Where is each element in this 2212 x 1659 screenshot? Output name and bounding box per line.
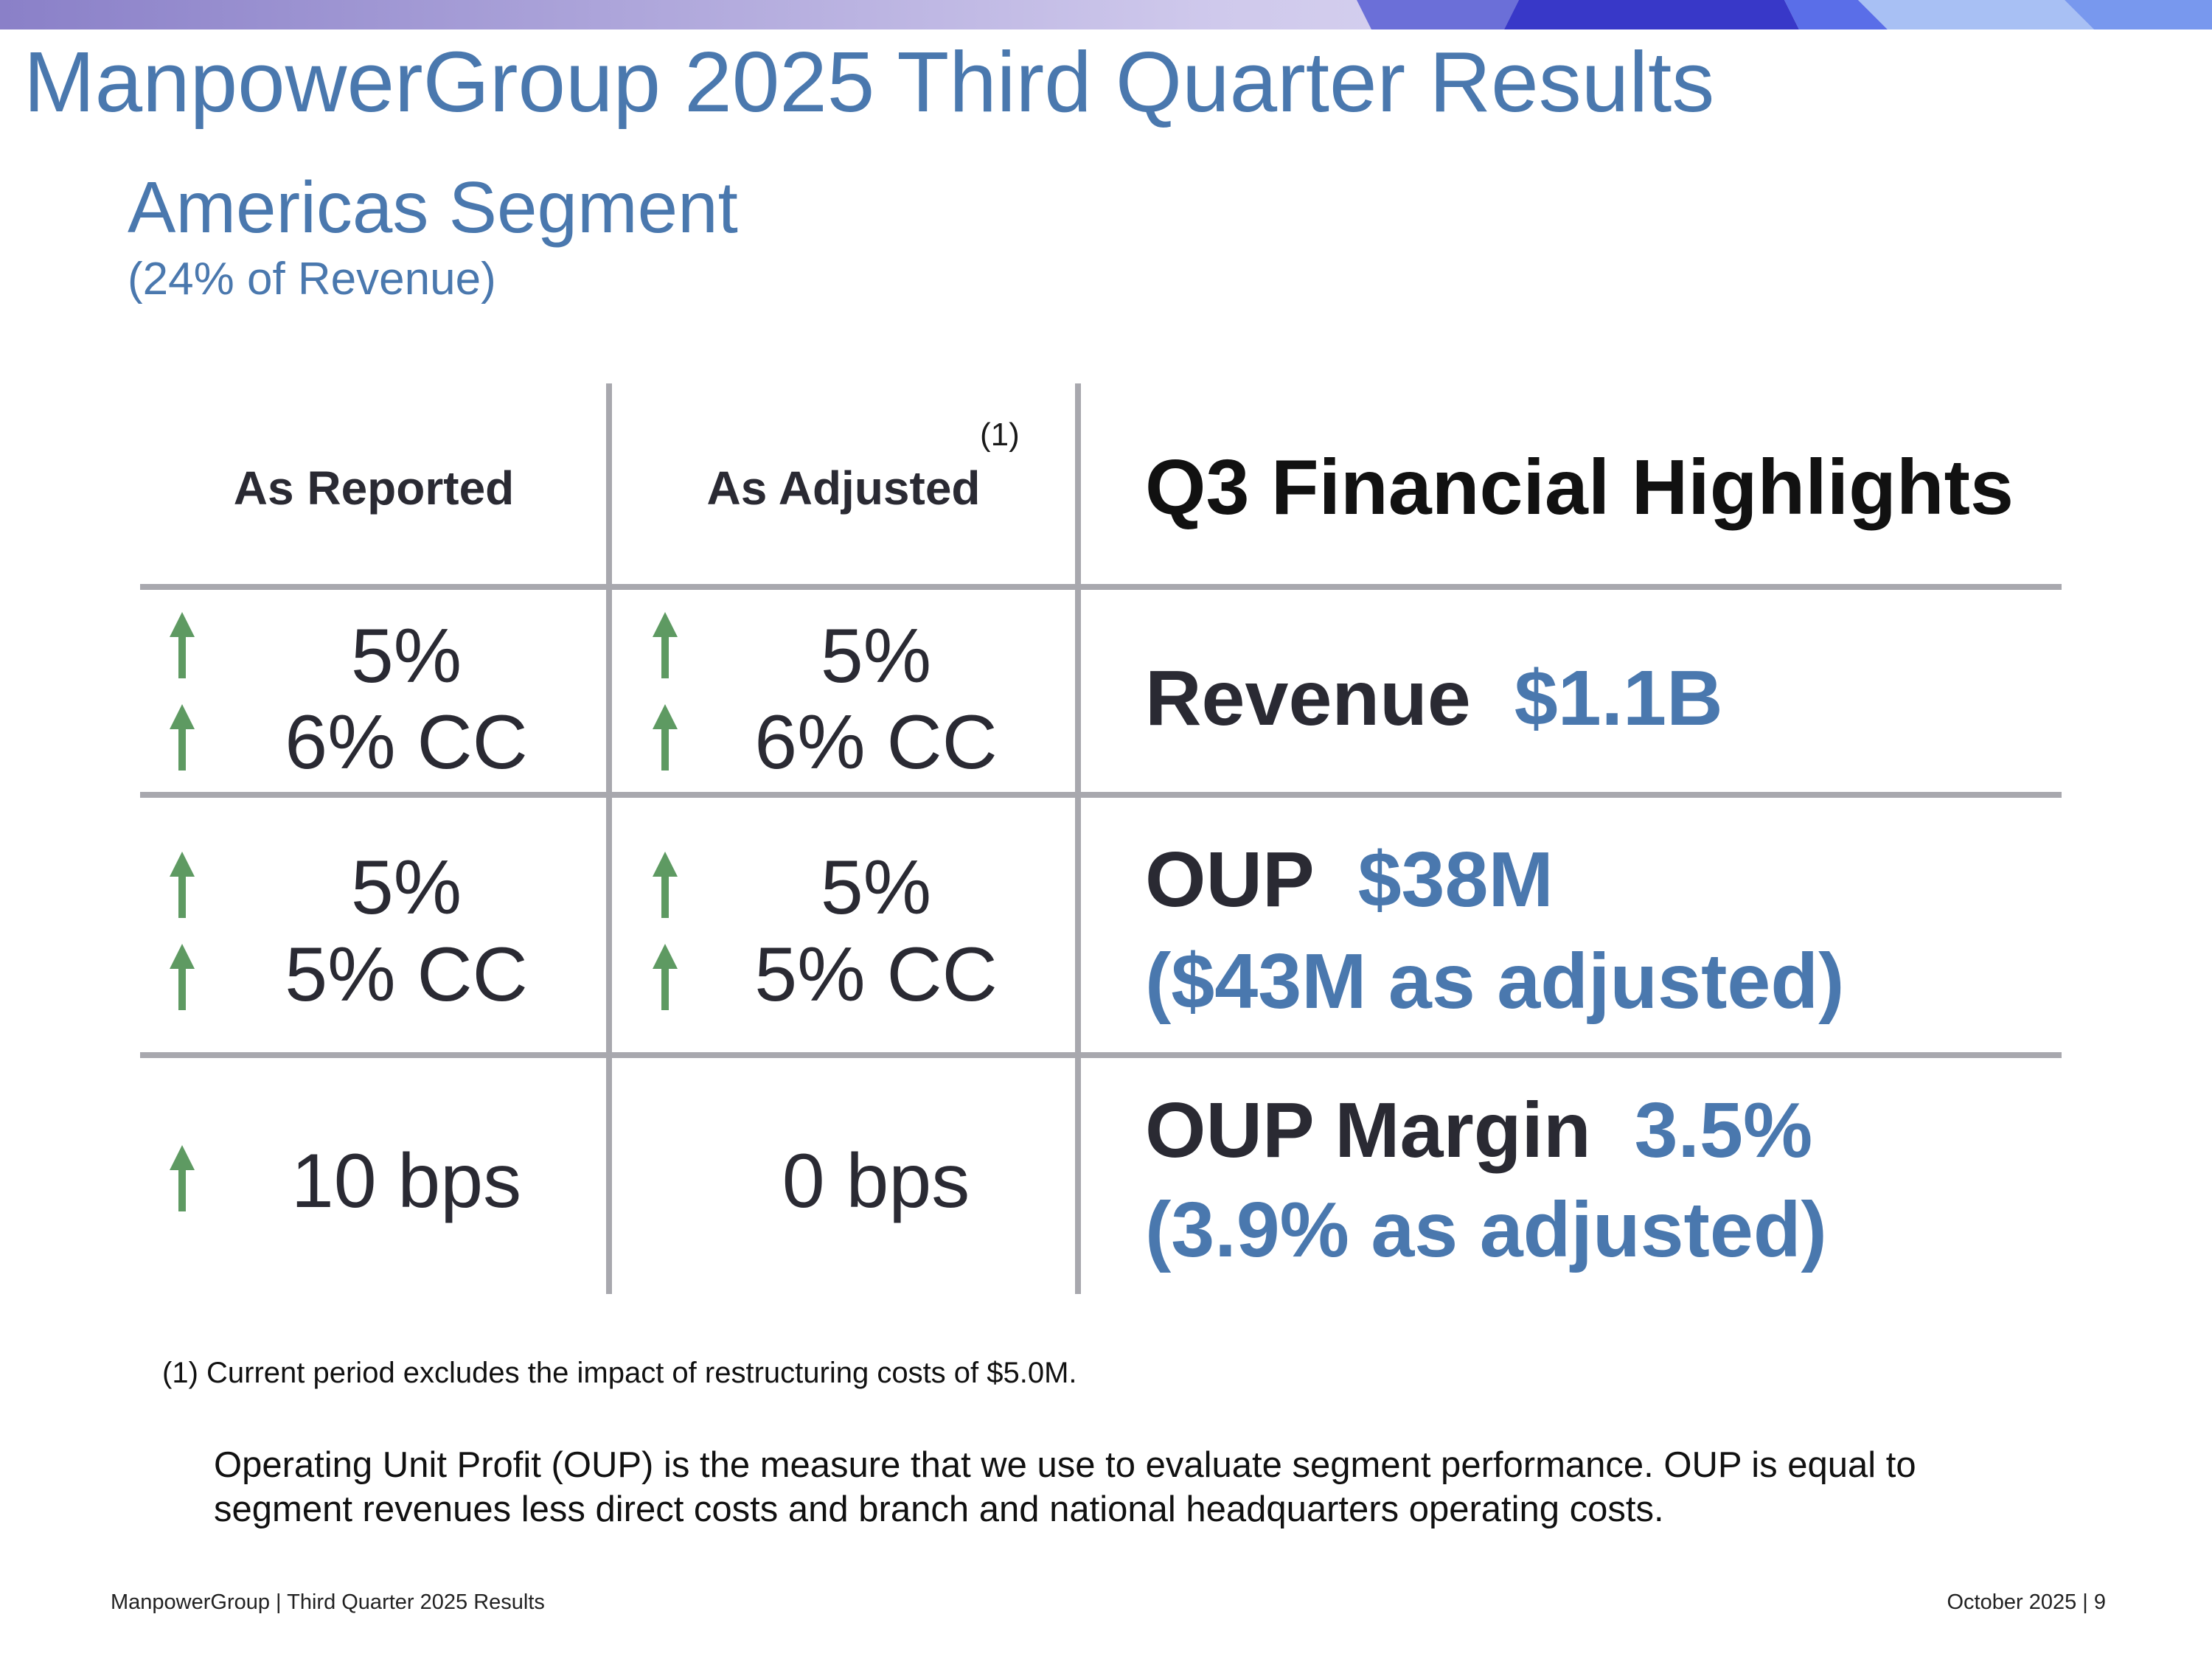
reported-value: 10 bps (291, 1138, 522, 1224)
adjusted-value: 0 bps (782, 1138, 970, 1224)
adjusted-value: 5% (820, 845, 932, 931)
segment-subtitle: (24% of Revenue) (128, 254, 496, 305)
arrow-up-icon (170, 1145, 195, 1211)
reported-value: 5% (350, 845, 462, 931)
arrow-up-icon (170, 944, 195, 1010)
arrow-up-icon (170, 612, 195, 678)
arrow-up-icon (653, 944, 678, 1010)
highlights-header: Q3 Financial Highlights (1145, 444, 2014, 531)
arrow-up-icon (653, 704, 678, 771)
row-divider (140, 584, 2062, 590)
highlight-oup-margin: OUP Margin 3.5% (1145, 1091, 1812, 1169)
highlight-adjusted-note: ($43M as adjusted) (1145, 938, 1845, 1025)
adjusted-value: 5% (820, 613, 932, 699)
column-header-as-reported: As Reported (233, 462, 515, 515)
footer-left: ManpowerGroup | Third Quarter 2025 Resul… (111, 1590, 545, 1614)
highlight-value: 3.5% (1634, 1087, 1813, 1174)
arrow-up-icon (653, 852, 678, 918)
reported-value-cc: 6% CC (285, 700, 528, 785)
highlight-value: $38M (1357, 836, 1554, 923)
arrow-up-icon (170, 704, 195, 771)
highlight-oup: OUP $38M (1145, 841, 1554, 919)
footer-right: October 2025 | 9 (1947, 1590, 2106, 1614)
adjusted-value-cc: 6% CC (754, 700, 998, 785)
reported-value-cc: 5% CC (285, 932, 528, 1018)
arrow-up-icon (170, 852, 195, 918)
footnote-marker: (1) (980, 417, 1020, 453)
column-divider (1075, 383, 1081, 1294)
highlight-adjusted-note: (3.9% as adjusted) (1145, 1186, 1827, 1273)
highlight-label: OUP Margin (1145, 1087, 1591, 1174)
highlight-value: $1.1B (1514, 655, 1723, 742)
segment-title: Americas Segment (128, 167, 738, 248)
adjusted-value-cc: 5% CC (754, 932, 998, 1018)
arrow-up-icon (653, 612, 678, 678)
row-divider (140, 792, 2062, 798)
oup-explanation: Operating Unit Profit (OUP) is the measu… (214, 1445, 1916, 1530)
highlight-revenue: Revenue $1.1B (1145, 659, 1723, 737)
reported-value: 5% (350, 613, 462, 699)
column-divider (606, 383, 612, 1294)
page-title: ManpowerGroup 2025 Third Quarter Results (24, 34, 1715, 130)
highlight-label: OUP (1145, 836, 1315, 923)
column-header-as-adjusted: As Adjusted (706, 462, 981, 515)
top-banner (0, 0, 2212, 29)
row-divider (140, 1052, 2062, 1058)
footnote: (1) Current period excludes the impact o… (162, 1357, 1077, 1389)
highlight-label: Revenue (1145, 655, 1471, 742)
